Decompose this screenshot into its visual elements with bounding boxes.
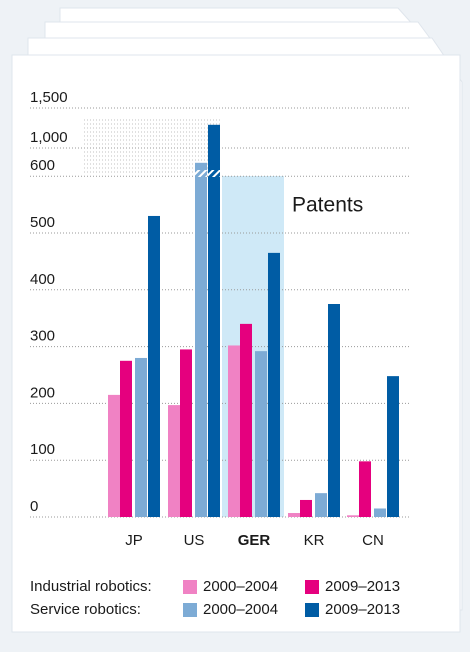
bar	[108, 394, 120, 517]
x-tick-label: GER	[238, 532, 271, 549]
legend-group-label: Service robotics:	[30, 601, 141, 618]
legend-label: 2000–2004	[203, 601, 278, 618]
legend-swatch	[183, 603, 197, 617]
bar	[195, 162, 207, 517]
bar	[288, 513, 300, 517]
bar	[315, 493, 327, 517]
y-tick-label: 0	[30, 498, 38, 515]
bar	[347, 515, 359, 517]
y-tick-label: 1,000	[30, 129, 68, 146]
bar	[180, 349, 192, 517]
bar	[120, 360, 132, 517]
legend-swatch	[183, 580, 197, 594]
bar	[168, 405, 180, 517]
axis-break-hatch	[208, 170, 220, 177]
x-tick-label: US	[184, 532, 205, 549]
y-tick-label: 1,500	[30, 89, 68, 106]
bar	[387, 376, 399, 517]
bar	[359, 461, 371, 517]
bar	[328, 304, 340, 517]
bar	[255, 351, 267, 517]
y-tick-label: 400	[30, 271, 55, 288]
bar	[374, 508, 386, 517]
bar	[268, 252, 280, 517]
legend-group-label: Industrial robotics:	[30, 578, 152, 595]
legend-swatch	[305, 580, 319, 594]
bar	[228, 345, 240, 517]
y-tick-label: 200	[30, 384, 55, 401]
legend-label: 2000–2004	[203, 578, 278, 595]
legend-label: 2009–2013	[325, 601, 400, 618]
x-tick-label: CN	[362, 532, 384, 549]
bar	[240, 323, 252, 517]
bar	[148, 215, 160, 517]
annotation: Patents	[292, 194, 363, 217]
bar	[208, 124, 220, 518]
y-tick-label: 300	[30, 328, 55, 345]
x-tick-label: KR	[304, 532, 325, 549]
y-tick-label: 500	[30, 214, 55, 231]
legend-swatch	[305, 603, 319, 617]
y-tick-label: 100	[30, 441, 55, 458]
legend-label: 2009–2013	[325, 578, 400, 595]
bar	[300, 499, 312, 517]
x-tick-label: JP	[125, 532, 143, 549]
bar	[135, 357, 147, 517]
y-tick-label: 600	[30, 157, 55, 174]
axis-break-hatch	[195, 170, 207, 177]
